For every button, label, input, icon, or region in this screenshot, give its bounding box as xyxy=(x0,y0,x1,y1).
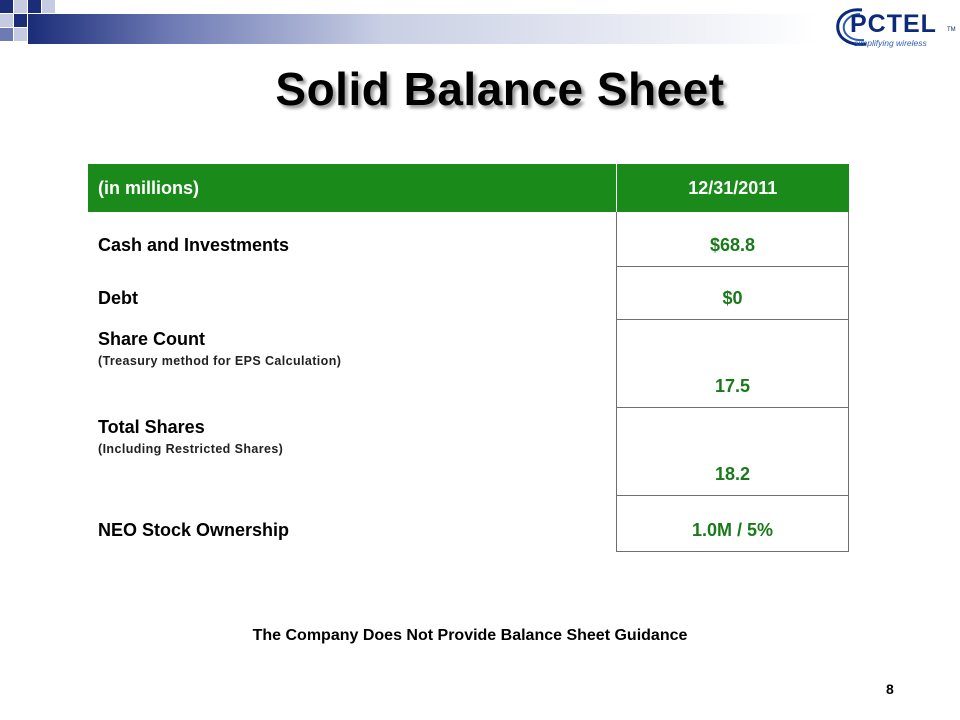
row-label: NEO Stock Ownership xyxy=(88,495,617,551)
decor-square xyxy=(28,0,41,13)
table-row: Share Count (Treasury method for EPS Cal… xyxy=(88,319,849,408)
row-value: 18.2 xyxy=(616,407,849,496)
row-label: Share Count (Treasury method for EPS Cal… xyxy=(88,319,617,407)
header-units: (in millions) xyxy=(88,164,617,212)
decor-square xyxy=(0,28,13,41)
row-label-main: NEO Stock Ownership xyxy=(98,520,290,540)
page-number: 8 xyxy=(886,681,894,697)
balance-sheet-table: (in millions) 12/31/2011 Cash and Invest… xyxy=(88,164,849,552)
row-label-main: Share Count xyxy=(98,329,206,349)
row-value: $0 xyxy=(616,266,849,320)
row-label-main: Total Shares xyxy=(98,417,205,437)
decor-square xyxy=(14,28,27,41)
decor-square xyxy=(14,0,27,13)
row-value: 17.5 xyxy=(616,319,849,408)
guidance-footnote: The Company Does Not Provide Balance She… xyxy=(252,627,688,644)
page-title: Solid Balance Sheet xyxy=(275,63,725,115)
logo-trademark: TM xyxy=(947,27,956,33)
header-date: 12/31/2011 xyxy=(616,164,849,212)
row-value: $68.8 xyxy=(616,212,849,267)
table-row: Cash and Investments $68.8 xyxy=(88,212,849,267)
decor-square xyxy=(0,0,13,13)
pctel-logo: PCTEL TM simplifying wireless xyxy=(832,4,956,50)
header-gradient-bar xyxy=(28,14,818,44)
row-label: Debt xyxy=(88,266,617,319)
row-label: Cash and Investments xyxy=(88,212,617,266)
decor-square xyxy=(42,0,55,13)
row-value: 1.0M / 5% xyxy=(616,495,849,552)
row-label: Total Shares (Including Restricted Share… xyxy=(88,407,617,495)
table-row: NEO Stock Ownership 1.0M / 5% xyxy=(88,495,849,552)
row-label-main: Debt xyxy=(98,288,138,308)
table-header-row: (in millions) 12/31/2011 xyxy=(88,164,849,212)
logo-name: PCTEL xyxy=(850,10,937,38)
row-label-sub: (Treasury method for EPS Calculation) xyxy=(98,354,342,368)
logo-swoosh-icon xyxy=(836,8,867,46)
decor-square xyxy=(0,14,13,27)
row-label-sub: (Including Restricted Shares) xyxy=(98,442,284,456)
row-label-main: Cash and Investments xyxy=(98,235,290,255)
table-row: Total Shares (Including Restricted Share… xyxy=(88,407,849,496)
decor-square xyxy=(14,14,27,27)
table-row: Debt $0 xyxy=(88,266,849,320)
logo-tagline: simplifying wireless xyxy=(854,38,927,48)
